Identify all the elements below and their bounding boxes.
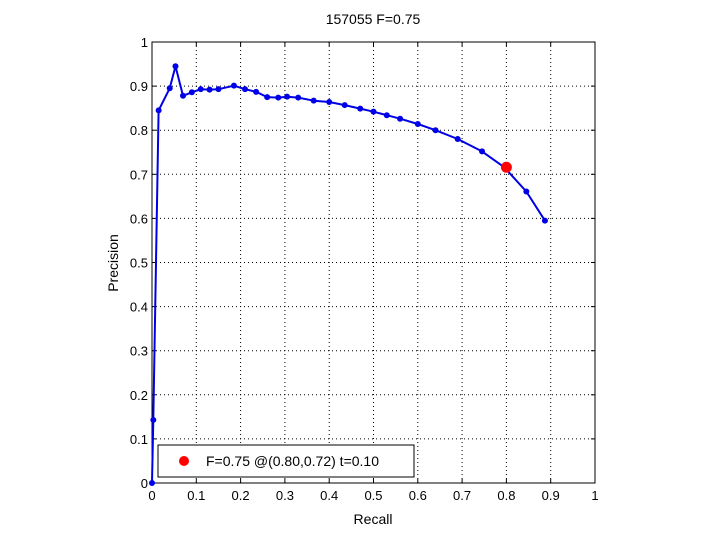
y-tick-label: 0.4 <box>130 300 148 315</box>
y-tick-label: 0.7 <box>130 167 148 182</box>
x-tick-label: 0.2 <box>232 488 250 503</box>
y-tick-label: 0.1 <box>130 432 148 447</box>
pr-curve-point <box>357 105 364 112</box>
pr-curve-point <box>242 86 249 93</box>
pr-curve-point <box>310 97 317 104</box>
chart-title: 157055 F=0.75 <box>326 11 421 27</box>
pr-curve-point <box>414 121 421 128</box>
pr-curve-point <box>397 115 404 122</box>
legend-label: F=0.75 @(0.80,0.72) t=0.10 <box>206 453 379 469</box>
pr-curve-point <box>166 85 173 92</box>
pr-curve-point <box>253 88 260 95</box>
legend-box <box>157 444 415 478</box>
pr-curve-point <box>188 89 195 96</box>
pr-curve-point <box>150 416 157 423</box>
pr-curve-point <box>370 108 377 115</box>
legend-marker <box>179 456 189 466</box>
axis-ticks: 0 0.1 0.2 0.3 0.4 0.5 0.6 0.7 0.8 0.9 1 0 0.1 0.2 0.3 0… <box>130 35 599 503</box>
x-axis-label: Recall <box>354 511 393 527</box>
x-tick-label: 1 <box>591 488 598 503</box>
x-tick-label: 0.1 <box>187 488 205 503</box>
x-tick-label: 0.4 <box>320 488 338 503</box>
pr-curve-point <box>275 94 282 101</box>
pr-curve-point <box>264 94 271 101</box>
y-tick-label: 0.8 <box>130 123 148 138</box>
pr-curve-point <box>155 107 162 114</box>
pr-curve-point <box>149 480 155 486</box>
x-tick-label: 0.5 <box>364 488 382 503</box>
x-tick-label: 0.8 <box>497 488 515 503</box>
y-tick-label: 0 <box>141 476 148 491</box>
pr-curve-point <box>295 94 302 101</box>
pr-curve-point <box>230 82 237 89</box>
y-tick-label: 0.3 <box>130 344 148 359</box>
pr-curve-point <box>180 92 187 99</box>
pr-curve-point <box>383 112 390 119</box>
series-layer <box>149 63 548 486</box>
pr-curve-point <box>541 217 548 224</box>
y-axis-label: Precision <box>105 234 121 292</box>
pr-curve-point <box>172 63 179 70</box>
pr-curve-point <box>284 93 291 100</box>
y-tick-label: 1 <box>141 35 148 50</box>
grid-lines <box>152 42 595 483</box>
pr-curve-point <box>197 86 204 93</box>
pr-curve-point <box>215 86 222 93</box>
pr-curve-point <box>454 136 461 143</box>
pr-curve-point <box>523 188 530 195</box>
pr-curve-point <box>206 86 213 93</box>
y-tick-label: 0.5 <box>130 256 148 271</box>
pr-curve-point <box>479 148 486 155</box>
pr-curve-point <box>341 102 348 109</box>
y-tick-label: 0.9 <box>130 79 148 94</box>
pr-curve-point <box>432 127 439 134</box>
x-tick-label: 0.6 <box>409 488 427 503</box>
x-tick-label: 0.7 <box>453 488 471 503</box>
best-f-marker <box>500 161 512 173</box>
x-tick-label: 0.3 <box>276 488 294 503</box>
legend: F=0.75 @(0.80,0.72) t=0.10 <box>157 444 415 478</box>
pr-curve-point <box>326 98 333 105</box>
y-tick-label: 0.6 <box>130 211 148 226</box>
y-tick-label: 0.2 <box>130 388 148 403</box>
x-tick-label: 0.9 <box>542 488 560 503</box>
x-tick-label: 0 <box>148 488 155 503</box>
